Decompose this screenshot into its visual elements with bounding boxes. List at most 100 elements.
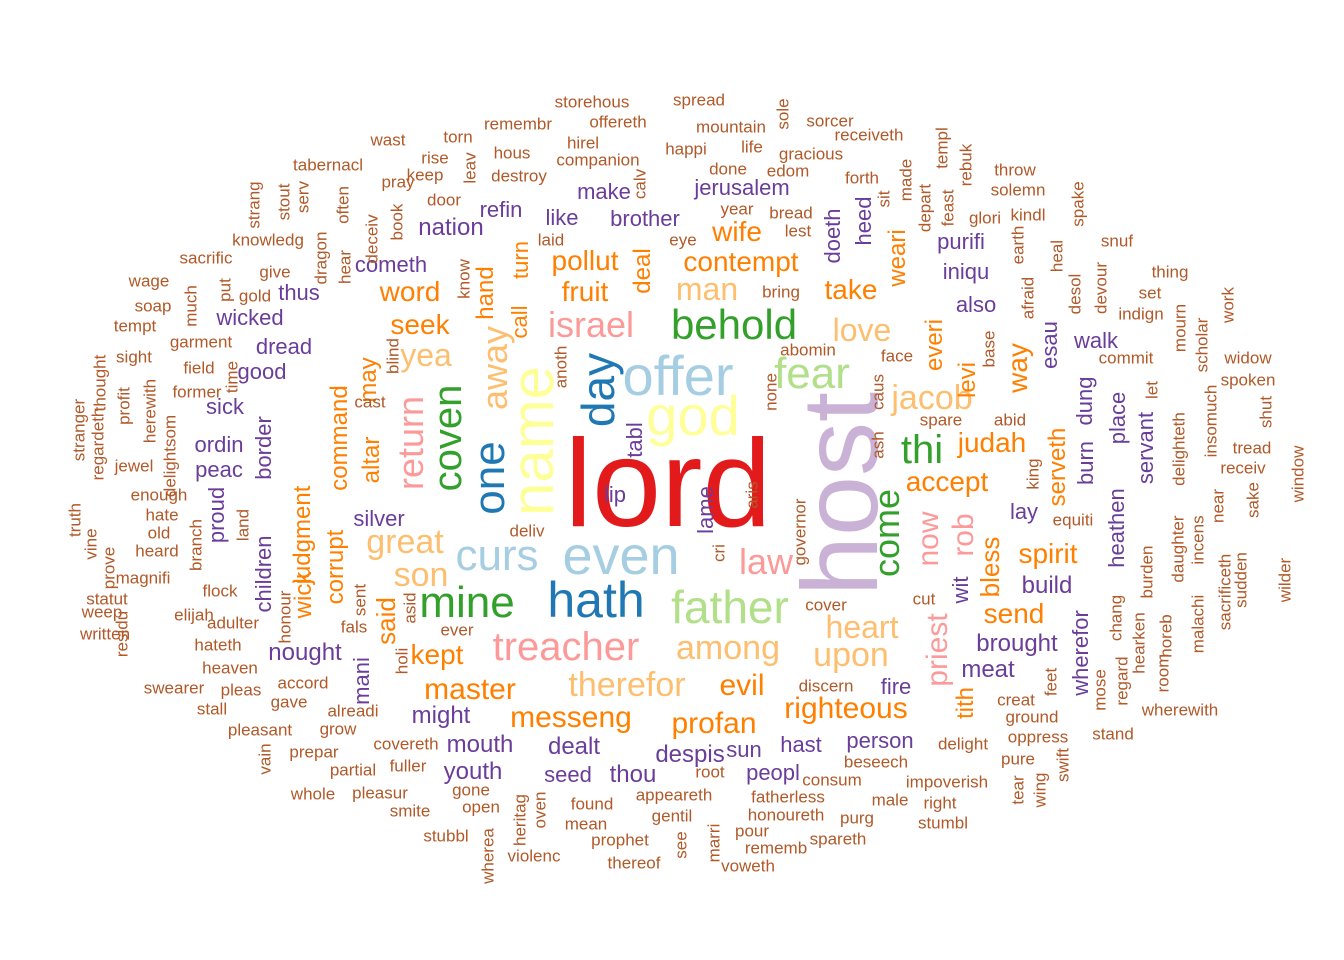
word-tread: tread <box>1232 438 1272 458</box>
word-command: command <box>326 385 353 491</box>
word-heard: heard <box>135 541 179 561</box>
word-spirit: spirit <box>1018 538 1078 569</box>
word-hath: hath <box>547 572 645 628</box>
word-mani: mani <box>349 657 374 705</box>
word-pour: pour <box>734 821 770 841</box>
word-earth: earth <box>1008 225 1028 265</box>
word-love: love <box>832 312 892 348</box>
word-regardeth: regardeth <box>88 407 108 481</box>
word-mouth: mouth <box>446 731 514 758</box>
word-tabernacl: tabernacl <box>293 155 363 175</box>
word-gentil: gentil <box>651 806 693 826</box>
word-aris: aris <box>742 481 762 509</box>
word-righteous: righteous <box>784 692 908 725</box>
word-bless: bless <box>975 536 1005 598</box>
word-spare: spare <box>919 410 963 430</box>
word-wherefor: wherefor <box>1068 610 1093 696</box>
word-heaven: heaven <box>202 658 258 678</box>
word-fatherless: fatherless <box>751 787 825 807</box>
word-male: male <box>871 790 909 810</box>
word-sick: sick <box>206 394 244 419</box>
word-anoth: anoth <box>551 345 571 389</box>
word-alreadi: alreadi <box>327 701 379 721</box>
word-word: word <box>379 276 441 307</box>
word-purg: purg <box>839 808 875 828</box>
word-despis: despis <box>655 741 725 768</box>
word-rise: rise <box>421 148 449 168</box>
word-meat: meat <box>961 656 1015 683</box>
word-thi: thi <box>900 428 944 472</box>
word-silver: silver <box>353 506 405 531</box>
word-weep: weep <box>81 602 123 622</box>
word-iniqu: iniqu <box>942 259 990 284</box>
word-proud: proud <box>204 486 229 544</box>
word-sorcer: sorcer <box>806 111 854 131</box>
word-receiv: receiv <box>1220 458 1266 478</box>
word-asid: asid <box>400 592 420 624</box>
word-depart: depart <box>915 183 935 233</box>
word-abid: abid <box>993 410 1027 430</box>
word-calv: calv <box>630 168 650 200</box>
word-base: base <box>979 330 999 368</box>
word-gold: gold <box>238 286 272 306</box>
word-sole: sole <box>773 98 793 130</box>
word-window: window <box>1288 445 1308 503</box>
word-jacob: jacob <box>891 379 973 417</box>
word-sit: sit <box>874 190 894 208</box>
word-also: also <box>955 292 997 317</box>
word-sake: sake <box>1243 482 1263 518</box>
word-oven: oven <box>530 791 550 829</box>
word-elijah: elijah <box>174 605 214 625</box>
word-doeth: doeth <box>820 208 845 264</box>
word-oppress: oppress <box>1007 727 1069 747</box>
word-burden: burden <box>1137 545 1157 599</box>
word-seek: seek <box>390 309 450 340</box>
word-near: near <box>1208 488 1228 524</box>
word-destroy: destroy <box>491 166 547 186</box>
word-hirel: hirel <box>566 133 600 153</box>
word-thought: thought <box>90 354 110 412</box>
word-land: land <box>233 508 253 542</box>
word-stall: stall <box>196 699 228 719</box>
word-delight: delight <box>937 734 989 754</box>
word-often: often <box>333 186 353 224</box>
word-impoverish: impoverish <box>905 772 989 792</box>
word-place: place <box>1105 391 1130 445</box>
word-work: work <box>1218 287 1238 323</box>
word-children: children <box>251 535 276 613</box>
word-wing: wing <box>1030 772 1050 808</box>
word-vine: vine <box>81 528 101 560</box>
word-levi: levi <box>954 361 981 399</box>
word-tear: tear <box>1008 775 1028 805</box>
word-flock: flock <box>202 581 238 601</box>
word-deal: deal <box>629 248 656 294</box>
word-found: found <box>570 794 614 814</box>
word-throw: throw <box>994 160 1036 180</box>
word-indign: indign <box>1118 304 1164 324</box>
word-profan: profan <box>671 707 757 740</box>
word-bread: bread <box>769 203 813 223</box>
word-soap: soap <box>134 296 172 316</box>
word-heal: heal <box>1047 239 1067 273</box>
word-gracious: gracious <box>778 144 844 164</box>
word-king: king <box>1023 458 1043 490</box>
word-profit: profit <box>114 387 134 425</box>
word-turn: turn <box>508 241 533 279</box>
word-stumbl: stumbl <box>917 813 969 833</box>
word-brother: brother <box>610 206 680 231</box>
word-tempt: tempt <box>113 316 157 336</box>
word-book: book <box>387 203 407 241</box>
word-solemn: solemn <box>990 180 1046 200</box>
word-wick: wick <box>290 571 317 619</box>
word-tabl: tabl <box>622 422 647 458</box>
word-priest: priest <box>921 613 954 687</box>
word-companion: companion <box>556 150 640 170</box>
word-appeareth: appeareth <box>635 785 713 805</box>
word-time: time <box>222 360 242 394</box>
word-snuf: snuf <box>1100 231 1134 251</box>
word-covereth: covereth <box>373 734 439 754</box>
word-consum: consum <box>802 770 862 790</box>
word-wife: wife <box>712 216 762 247</box>
word-sacrificeth: sacrificeth <box>1215 553 1235 631</box>
